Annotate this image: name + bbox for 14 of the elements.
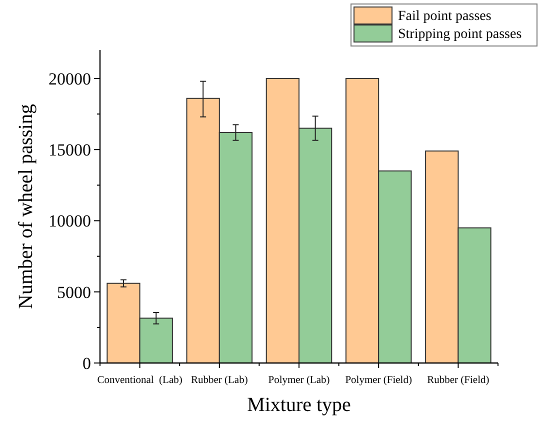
y-axis-title: Number of wheel passing bbox=[15, 104, 37, 309]
y-tick-label: 20000 bbox=[48, 69, 91, 88]
legend-label: Stripping point passes bbox=[398, 27, 522, 42]
x-axis-title: Mixture type bbox=[247, 394, 352, 416]
y-tick-label: 5000 bbox=[57, 282, 91, 302]
x-tick-label: Polymer (Lab) bbox=[268, 375, 330, 386]
x-tick-label: Rubber (Lab) bbox=[190, 375, 248, 386]
y-tick-label: 10000 bbox=[48, 212, 91, 231]
legend-label: Fail point passes bbox=[398, 9, 492, 24]
x-tick-label: Polymer (Field) bbox=[345, 375, 412, 386]
x-tick-label: Conventional (Lab) bbox=[97, 375, 183, 386]
y-tick-label: 15000 bbox=[48, 140, 91, 160]
y-tick-label: 0 bbox=[82, 354, 91, 373]
x-tick-label: Rubber (Field) bbox=[427, 375, 490, 386]
